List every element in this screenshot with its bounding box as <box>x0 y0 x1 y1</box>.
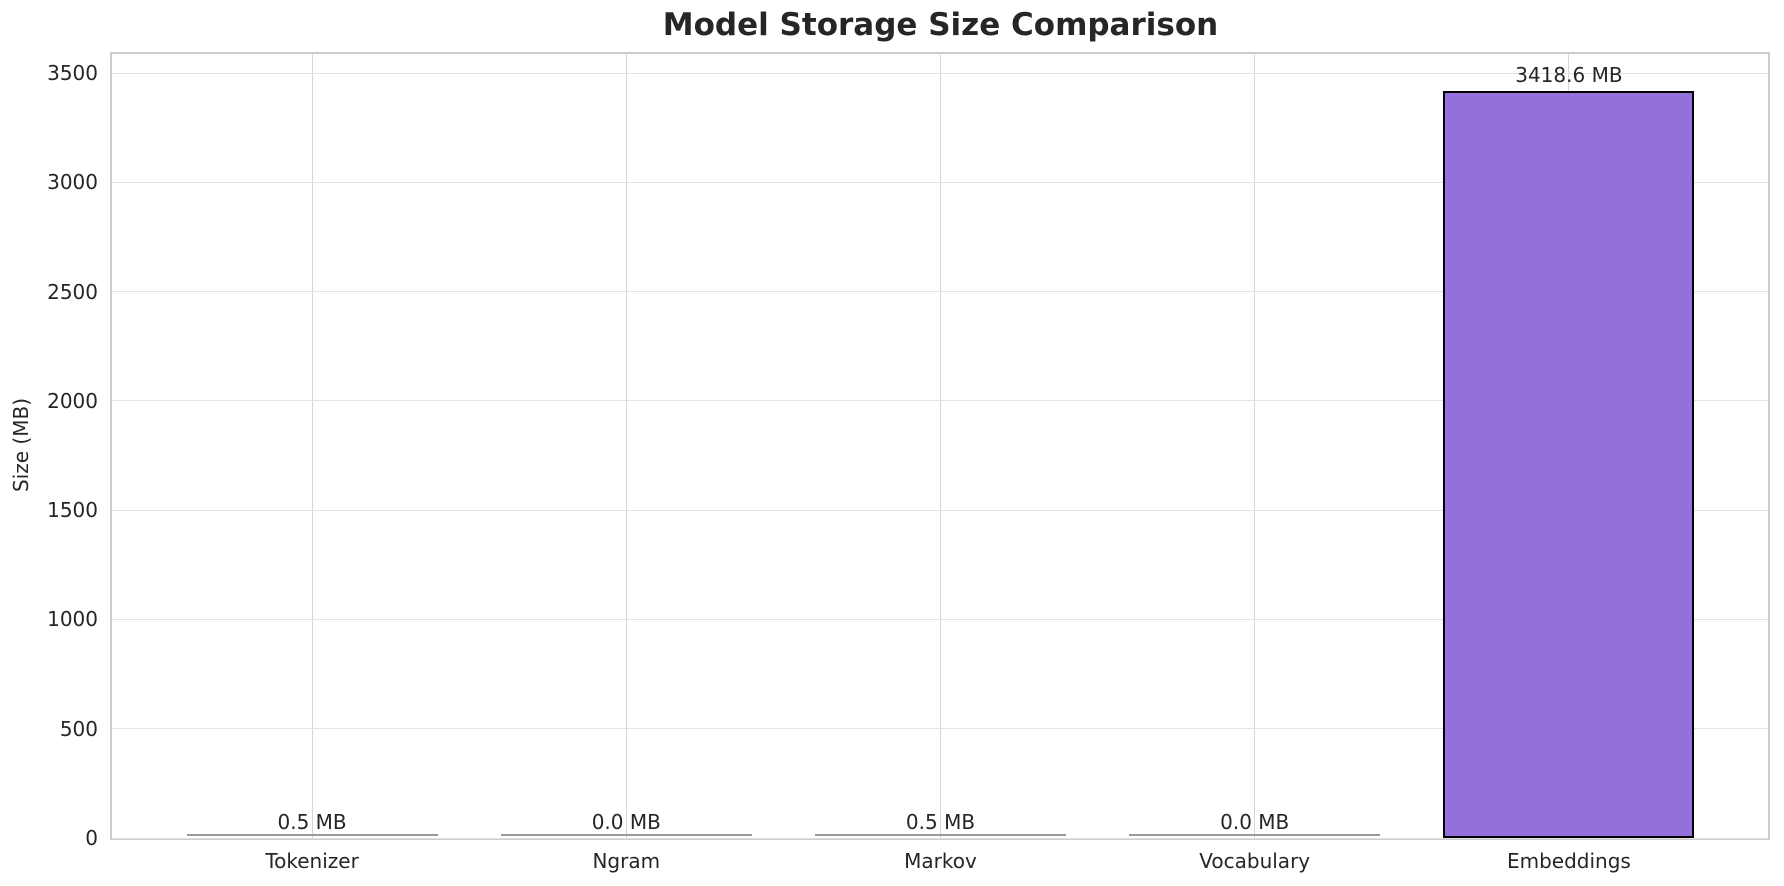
x-tick-label: Vocabulary <box>1199 849 1311 873</box>
gridline-horizontal <box>111 181 1768 183</box>
gridline-horizontal <box>111 837 1768 839</box>
gridline-horizontal <box>111 618 1768 620</box>
gridline-horizontal <box>111 291 1768 293</box>
x-tick-label: Ngram <box>592 849 661 873</box>
x-tick-label: Markov <box>904 849 977 873</box>
x-tick-label: Embeddings <box>1506 849 1631 873</box>
gridline-horizontal <box>111 400 1768 402</box>
y-tick-label: 1000 <box>47 607 98 632</box>
bar-near-zero <box>1129 834 1381 836</box>
bar-value-label: 0.5 MB <box>905 809 976 834</box>
y-tick-label: 0 <box>85 826 98 850</box>
chart-title: Model Storage Size Comparison <box>662 7 1219 43</box>
y-tick-label: 2000 <box>47 388 98 413</box>
bar-near-zero <box>815 834 1066 836</box>
gridline-vertical <box>1254 53 1256 838</box>
y-tick-label: 3000 <box>47 170 98 195</box>
bar-value-label: 0.0 MB <box>591 810 661 834</box>
gridline-vertical <box>311 53 313 838</box>
bar-near-zero <box>186 834 438 836</box>
y-tick-label: 1500 <box>47 498 98 523</box>
bar-value-label: 0.5 MB <box>277 809 347 834</box>
gridline-horizontal <box>111 72 1768 74</box>
gridline-horizontal <box>111 509 1768 511</box>
bar-near-zero <box>500 834 752 836</box>
bar <box>1443 90 1695 838</box>
gridline-vertical <box>625 53 627 838</box>
gridline-horizontal <box>111 728 1768 730</box>
y-tick-label: 2500 <box>47 279 98 304</box>
bar-value-label: 0.0 MB <box>1220 810 1290 834</box>
y-tick-label: 500 <box>59 716 98 741</box>
x-tick-label: Tokenizer <box>265 849 359 873</box>
gridline-vertical <box>940 53 941 838</box>
y-tick-label: 3500 <box>47 61 98 85</box>
bar-value-label: 3418.6 MB <box>1515 62 1623 87</box>
